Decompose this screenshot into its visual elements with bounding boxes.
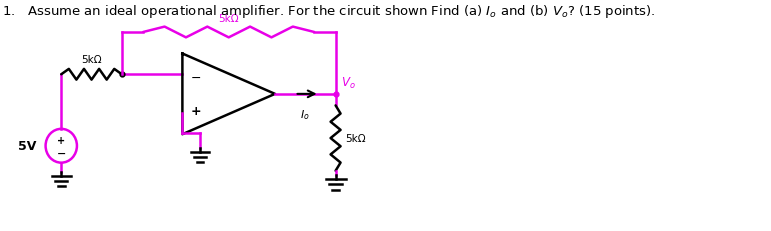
Text: 1.   Assume an ideal operational amplifier. For the circuit shown Find (a) $I_o$: 1. Assume an ideal operational amplifier… [2,3,655,20]
Text: +: + [191,104,201,117]
Text: 5kΩ: 5kΩ [81,55,102,65]
Text: $I_o$: $I_o$ [301,108,310,122]
Text: 5kΩ: 5kΩ [218,14,239,24]
Text: +: + [57,136,66,146]
Text: 5kΩ: 5kΩ [345,134,365,143]
Text: −: − [191,72,201,85]
Text: −: − [56,148,66,158]
Text: 5V: 5V [18,140,36,153]
Text: $V_o$: $V_o$ [342,76,356,91]
